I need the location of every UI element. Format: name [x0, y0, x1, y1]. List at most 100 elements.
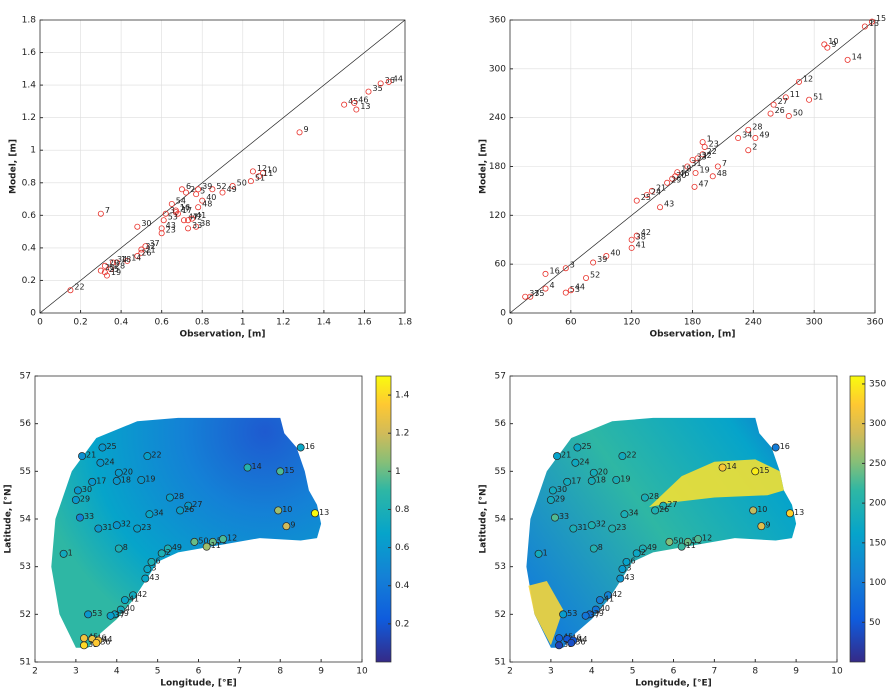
station-label: 29 — [80, 494, 90, 503]
y-tick-label: 1.2 — [22, 113, 36, 123]
colorbar-tick-label: 150 — [869, 538, 886, 548]
y-tick-label: 55 — [20, 467, 31, 477]
station-label: 2 — [166, 548, 171, 557]
plot-frame — [39, 19, 406, 314]
station-label: 23 — [616, 523, 626, 532]
point-label: 38 — [200, 219, 210, 228]
point-label: 48 — [202, 200, 212, 209]
station-label: 33 — [559, 512, 569, 521]
y-axis-label: Model, [m] — [479, 139, 489, 194]
station-label: 30 — [82, 485, 92, 494]
station — [551, 513, 559, 522]
point-label: 42 — [192, 213, 202, 222]
data-point — [229, 183, 236, 190]
point-label: 44 — [575, 283, 585, 292]
station — [106, 611, 115, 620]
station — [718, 463, 727, 472]
point-label: 10 — [267, 166, 277, 175]
station — [133, 524, 142, 533]
point-label: 32 — [145, 242, 155, 251]
station — [771, 443, 780, 452]
x-tick-label: 180 — [684, 318, 701, 328]
x-tick-label: 4 — [114, 667, 120, 677]
x-tick-label: 10 — [831, 667, 843, 677]
station — [555, 634, 564, 643]
point-label: 43 — [664, 200, 674, 209]
point-label: 1 — [707, 135, 712, 144]
station-label: 17 — [96, 476, 106, 485]
station-label: 25 — [106, 442, 116, 451]
station-label: 33 — [84, 512, 94, 521]
station-label: 12 — [227, 534, 237, 543]
station-label: 27 — [192, 500, 202, 509]
data-point — [110, 259, 117, 266]
x-tick-label: 0.2 — [73, 318, 87, 328]
station — [587, 476, 596, 485]
panel: 0 0.2 0.4 0.6 0.8 1 1.2 1.4 1.6 1.8 0 0.2 0.4 0.6 0.8 1… — [9, 16, 413, 340]
x-tick-label: 4 — [589, 667, 595, 677]
x-tick-label: 1 — [240, 318, 246, 328]
x-tick-label: 8 — [277, 667, 283, 677]
station-label: 27 — [667, 500, 677, 509]
station — [114, 468, 123, 477]
point-label: 46 — [679, 169, 689, 178]
x-tick-label: 60 — [565, 318, 577, 328]
x-tick-label: 6 — [196, 667, 202, 677]
station-label: 14 — [252, 462, 262, 471]
point-label: 12 — [257, 164, 267, 173]
station — [96, 458, 105, 467]
data-point — [669, 175, 676, 182]
point-label: 38 — [636, 232, 646, 241]
data-point — [782, 94, 789, 101]
station-label: 15 — [284, 466, 294, 475]
data-point — [689, 156, 696, 163]
x-axis-label: Observation, [m] — [649, 330, 735, 340]
data-point — [134, 223, 141, 230]
point-label: 48 — [717, 169, 727, 178]
colorbar-tick-label: 0.8 — [395, 505, 410, 515]
data-point — [628, 236, 635, 243]
data-point — [701, 143, 708, 150]
data-point — [385, 78, 392, 85]
station-label: 24 — [104, 457, 114, 466]
data-point — [752, 135, 759, 142]
station-label: 44 — [577, 635, 587, 644]
data-point — [247, 178, 254, 185]
colorbar-tick-label: 1 — [395, 467, 401, 477]
data-point — [97, 210, 104, 217]
point-label: 52 — [216, 182, 226, 191]
station — [612, 475, 621, 484]
colorbar-tick-label: 0.4 — [395, 581, 410, 591]
station-label: 40 — [125, 604, 135, 613]
station-label: 16 — [780, 442, 790, 451]
data-point — [193, 191, 200, 198]
station — [114, 544, 123, 553]
point-label: 45 — [348, 97, 358, 106]
data-point — [657, 204, 664, 211]
x-axis-label: Observation, [m] — [179, 330, 265, 340]
y-tick-label: 52 — [20, 610, 31, 620]
data-point — [158, 225, 165, 232]
y-tick-label: 52 — [495, 610, 506, 620]
x-axis-label: Longitude, [°E] — [635, 679, 712, 689]
data-point — [182, 189, 189, 196]
point-label: 2 — [190, 185, 195, 194]
point-label: 16 — [180, 203, 190, 212]
data-point — [648, 187, 655, 194]
point-label: 23 — [166, 226, 176, 235]
point-label: 21 — [656, 183, 666, 192]
station — [296, 443, 305, 452]
x-tick-label: 7 — [237, 667, 243, 677]
point-label: 6 — [186, 182, 191, 191]
station — [618, 565, 627, 574]
plot-frame — [509, 375, 838, 663]
station — [163, 544, 172, 553]
point-label: 51 — [255, 174, 265, 183]
point-label: 11 — [790, 90, 800, 99]
point-label: 50 — [237, 179, 247, 188]
point-label: 27 — [180, 205, 190, 214]
data-point — [692, 170, 699, 177]
data-point — [138, 249, 145, 256]
data-point — [168, 200, 175, 207]
point-label: 26 — [775, 106, 785, 115]
